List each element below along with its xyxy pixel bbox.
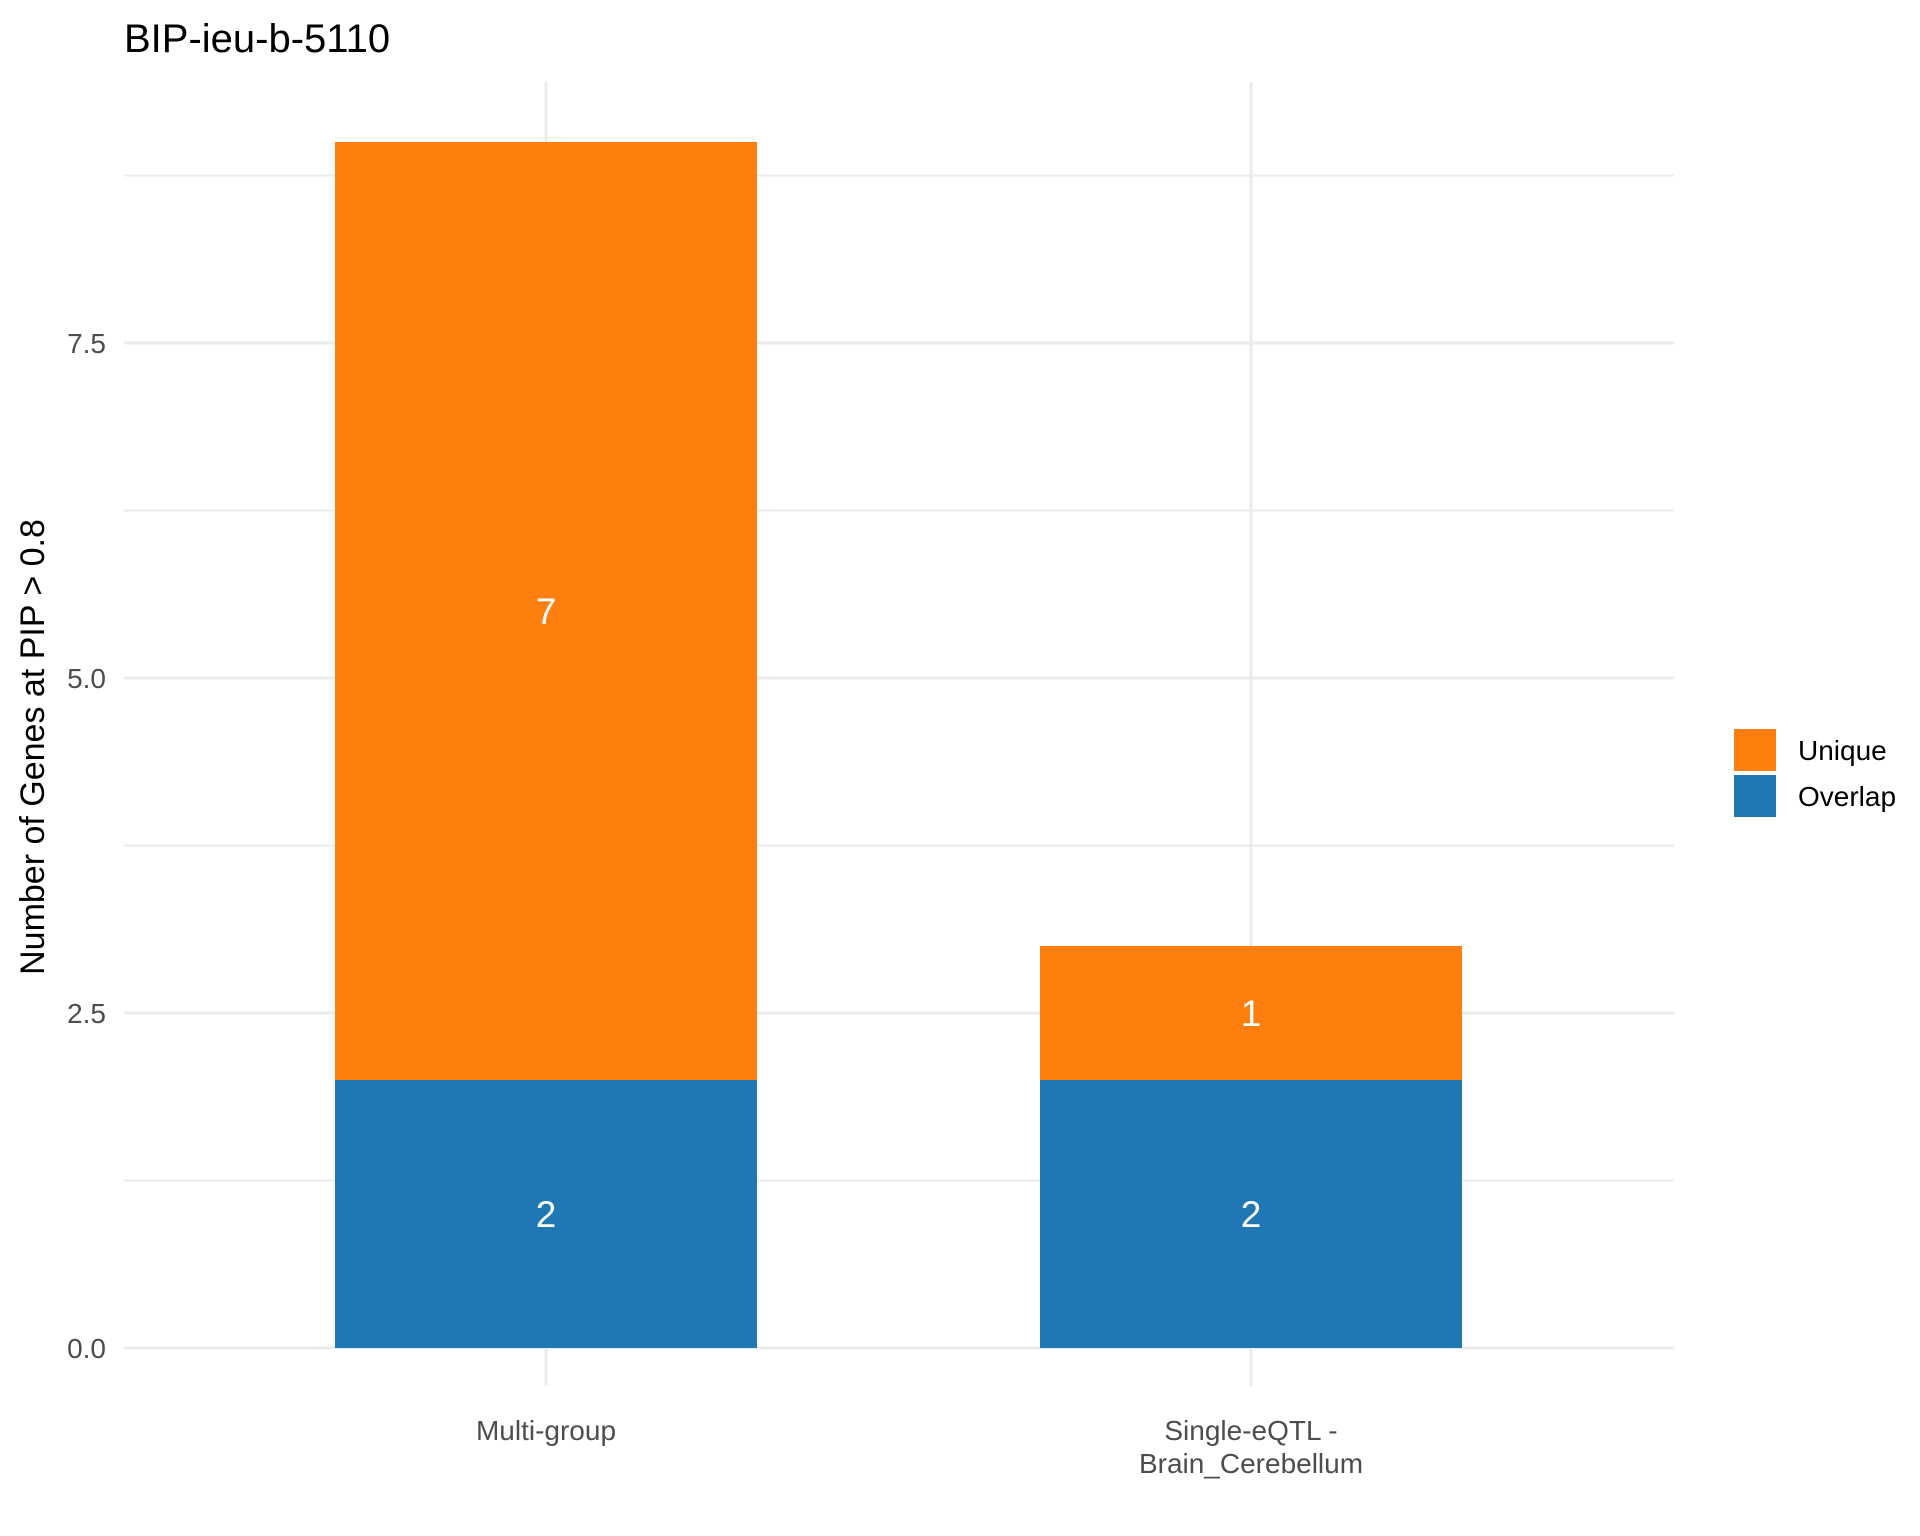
bar-data-label: 7: [536, 591, 557, 632]
y-tick-label: 5.0: [67, 663, 106, 694]
axes: 0.0 2.5 5.0 7.5 Multi-group Single-eQTL -Brai…: [67, 328, 1363, 1479]
y-tick-label: 0.0: [67, 1333, 106, 1364]
y-tick-label: 2.5: [67, 998, 106, 1029]
x-tick-label: Multi-group: [476, 1415, 616, 1446]
legend-key-overlap: [1734, 775, 1776, 817]
legend-key-unique: [1734, 729, 1776, 771]
legend-label-overlap: Overlap: [1798, 781, 1896, 812]
bar-segment-unique: [1040, 946, 1462, 1080]
y-tick-label: 7.5: [67, 328, 106, 359]
bar-data-label: 1: [1241, 993, 1262, 1034]
bar-data-label: 2: [1241, 1194, 1262, 1235]
legend-label-unique: Unique: [1798, 735, 1887, 766]
bars: [335, 142, 1462, 1348]
bar-segment-overlap: [1040, 1080, 1462, 1348]
bar-segment-overlap: [335, 1080, 757, 1348]
x-tick-label: Single-eQTL -Brain_Cerebellum: [1139, 1415, 1363, 1479]
bar-segment-unique: [335, 142, 757, 1080]
x-tick-label-line: Multi-group: [476, 1415, 616, 1446]
y-axis-label: Number of Genes at PIP > 0.8: [14, 519, 52, 975]
x-tick-label-line: Brain_Cerebellum: [1139, 1448, 1363, 1479]
chart-title: BIP-ieu-b-5110: [124, 17, 390, 61]
x-tick-label-line: Single-eQTL -: [1164, 1415, 1337, 1446]
bar-data-label: 2: [536, 1194, 557, 1235]
legend: Unique Overlap: [1734, 729, 1896, 817]
bar-data-labels: 2 7 2 1: [536, 591, 1262, 1235]
